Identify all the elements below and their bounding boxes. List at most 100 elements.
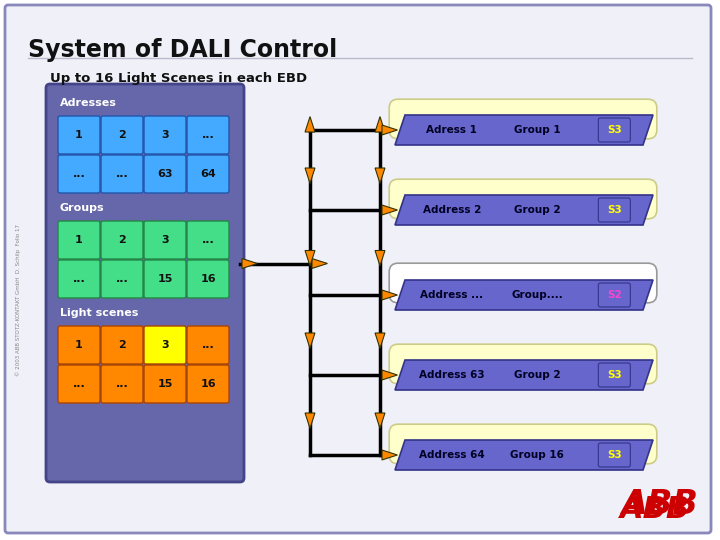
- FancyBboxPatch shape: [390, 424, 657, 464]
- FancyBboxPatch shape: [58, 260, 100, 298]
- Text: Address 2: Address 2: [423, 205, 481, 215]
- FancyBboxPatch shape: [390, 99, 657, 139]
- Polygon shape: [375, 413, 385, 428]
- Text: Adress 1: Adress 1: [426, 125, 477, 135]
- FancyBboxPatch shape: [58, 155, 100, 193]
- Polygon shape: [382, 370, 397, 380]
- Polygon shape: [382, 290, 397, 300]
- Text: 63: 63: [157, 169, 173, 179]
- Text: 1: 1: [75, 130, 83, 140]
- Text: ABB: ABB: [621, 489, 698, 522]
- Text: System of DALI Control: System of DALI Control: [28, 38, 337, 62]
- Text: Group....: Group....: [511, 290, 563, 300]
- FancyBboxPatch shape: [144, 155, 186, 193]
- Polygon shape: [375, 333, 385, 348]
- FancyBboxPatch shape: [598, 198, 630, 222]
- Text: S3: S3: [607, 370, 621, 380]
- Text: ...: ...: [73, 379, 86, 389]
- Text: 2: 2: [118, 130, 126, 140]
- FancyBboxPatch shape: [390, 344, 657, 384]
- FancyBboxPatch shape: [101, 326, 143, 364]
- FancyBboxPatch shape: [101, 365, 143, 403]
- Polygon shape: [395, 440, 653, 470]
- FancyBboxPatch shape: [144, 365, 186, 403]
- Text: 3: 3: [161, 130, 168, 140]
- FancyBboxPatch shape: [598, 443, 630, 467]
- Text: 15: 15: [157, 379, 173, 389]
- Polygon shape: [305, 251, 315, 266]
- Text: 2: 2: [118, 340, 126, 350]
- Text: Groups: Groups: [60, 203, 104, 213]
- Text: ...: ...: [202, 340, 215, 350]
- Text: ...: ...: [116, 274, 128, 284]
- FancyBboxPatch shape: [187, 326, 229, 364]
- FancyBboxPatch shape: [58, 365, 100, 403]
- Text: 2: 2: [118, 235, 126, 245]
- Polygon shape: [305, 413, 315, 428]
- Text: Address 64: Address 64: [419, 450, 485, 460]
- Text: Address ...: Address ...: [420, 290, 483, 300]
- Text: Group 1: Group 1: [513, 125, 560, 135]
- FancyBboxPatch shape: [101, 155, 143, 193]
- Text: ...: ...: [73, 169, 86, 179]
- Polygon shape: [395, 360, 653, 390]
- Text: 16: 16: [200, 379, 216, 389]
- Text: Adresses: Adresses: [60, 98, 117, 108]
- Text: 1: 1: [75, 340, 83, 350]
- Text: 64: 64: [200, 169, 216, 179]
- Polygon shape: [305, 117, 315, 132]
- Text: S3: S3: [607, 450, 621, 460]
- Text: S3: S3: [607, 205, 621, 215]
- FancyBboxPatch shape: [144, 116, 186, 154]
- FancyBboxPatch shape: [187, 365, 229, 403]
- Text: S2: S2: [607, 290, 621, 300]
- Polygon shape: [305, 333, 315, 348]
- Polygon shape: [382, 125, 397, 135]
- Text: Up to 16 Light Scenes in each EBD: Up to 16 Light Scenes in each EBD: [50, 72, 307, 85]
- Polygon shape: [375, 168, 385, 184]
- Polygon shape: [242, 259, 258, 268]
- FancyBboxPatch shape: [101, 116, 143, 154]
- FancyBboxPatch shape: [390, 179, 657, 219]
- FancyBboxPatch shape: [101, 260, 143, 298]
- Text: 3: 3: [161, 340, 168, 350]
- Polygon shape: [382, 450, 397, 460]
- Text: S3: S3: [607, 125, 621, 135]
- Polygon shape: [382, 205, 397, 215]
- FancyBboxPatch shape: [58, 326, 100, 364]
- Polygon shape: [305, 168, 315, 184]
- Text: Group 2: Group 2: [513, 205, 560, 215]
- Polygon shape: [375, 251, 385, 266]
- FancyBboxPatch shape: [187, 155, 229, 193]
- FancyBboxPatch shape: [187, 116, 229, 154]
- Polygon shape: [395, 195, 653, 225]
- FancyBboxPatch shape: [144, 221, 186, 259]
- Text: ...: ...: [116, 379, 128, 389]
- FancyBboxPatch shape: [187, 221, 229, 259]
- Text: © 2003 ABB STOTZ-KONTAKT GmbH  D. Schilp  Folio 17: © 2003 ABB STOTZ-KONTAKT GmbH D. Schilp …: [15, 224, 21, 376]
- FancyBboxPatch shape: [598, 363, 630, 387]
- Text: ...: ...: [202, 235, 215, 245]
- Polygon shape: [395, 115, 653, 145]
- Text: Light scenes: Light scenes: [60, 308, 138, 318]
- Text: 15: 15: [157, 274, 173, 284]
- FancyBboxPatch shape: [5, 5, 711, 533]
- Text: ...: ...: [73, 274, 86, 284]
- Text: 3: 3: [161, 235, 168, 245]
- Text: ...: ...: [116, 169, 128, 179]
- Polygon shape: [395, 280, 653, 310]
- FancyBboxPatch shape: [598, 283, 630, 307]
- Text: ABB: ABB: [620, 496, 690, 524]
- Text: 1: 1: [75, 235, 83, 245]
- FancyBboxPatch shape: [46, 84, 244, 482]
- FancyBboxPatch shape: [58, 116, 100, 154]
- FancyBboxPatch shape: [187, 260, 229, 298]
- FancyBboxPatch shape: [58, 221, 100, 259]
- FancyBboxPatch shape: [144, 260, 186, 298]
- Text: 16: 16: [200, 274, 216, 284]
- Text: ...: ...: [202, 130, 215, 140]
- Text: Address 63: Address 63: [419, 370, 485, 380]
- Polygon shape: [375, 117, 385, 132]
- FancyBboxPatch shape: [390, 263, 657, 303]
- FancyBboxPatch shape: [598, 118, 630, 142]
